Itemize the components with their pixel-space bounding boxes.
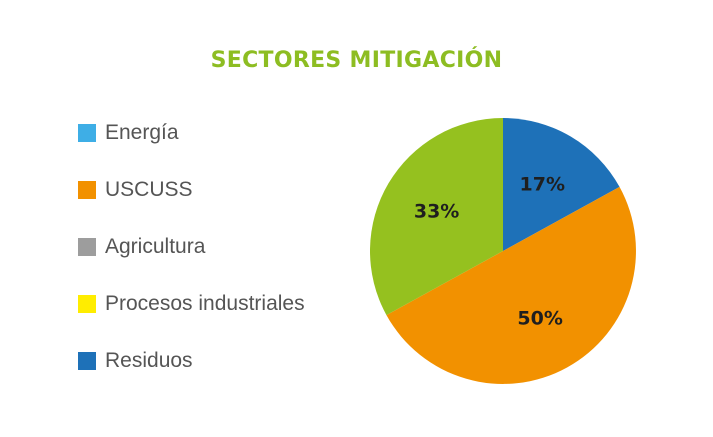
pie-slice-agricultura xyxy=(369,118,503,316)
pie-slice-label: 50% xyxy=(517,308,562,330)
legend-item-uscuss: USCUSS xyxy=(78,175,193,205)
legend-label: Agricultura xyxy=(105,235,206,258)
legend-label: USCUSS xyxy=(105,178,193,201)
legend-label: Energía xyxy=(105,121,179,144)
legend-swatch xyxy=(78,295,96,313)
pie-slice-label: 33% xyxy=(414,201,459,223)
legend-label: Residuos xyxy=(105,349,193,372)
chart-title: SECTORES MITIGACIÓN xyxy=(210,48,503,73)
legend-label: Procesos industriales xyxy=(105,292,305,315)
legend-swatch xyxy=(78,352,96,370)
legend-item-procesos-industriales: Procesos industriales xyxy=(78,289,305,319)
legend-swatch xyxy=(78,238,96,256)
pie-slice-uscuss xyxy=(386,186,636,384)
legend-swatch xyxy=(78,181,96,199)
pie-slice-label: 17% xyxy=(520,174,565,196)
legend-item-residuos: Residuos xyxy=(78,346,193,376)
legend-item-energia: Energía xyxy=(78,118,179,148)
pie-slice-residuos xyxy=(503,118,620,251)
legend-item-agricultura: Agricultura xyxy=(78,232,205,262)
legend-swatch xyxy=(78,124,96,142)
